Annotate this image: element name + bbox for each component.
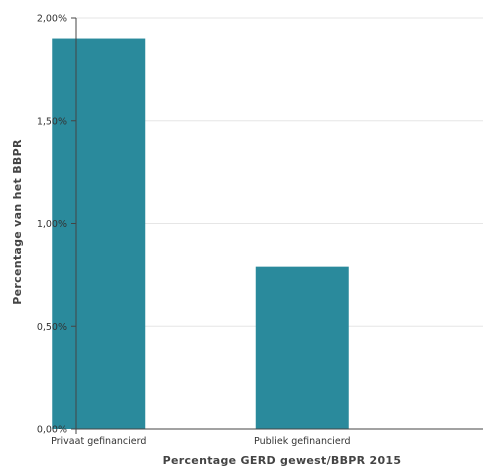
x-tick-label: Publiek gefinancierd: [254, 436, 350, 447]
x-axis-title: Percentage GERD gewest/BBPR 2015: [163, 454, 402, 467]
y-axis-title: Percentage van het BBPR: [11, 139, 24, 305]
y-tick-label: 1,50%: [37, 116, 67, 127]
y-tick-label: 0,50%: [37, 322, 67, 333]
bars: [52, 38, 349, 430]
x-axis-ticks: Privaat gefinancierd Publiek gefinancierd: [51, 436, 350, 447]
x-tick-label: Privaat gefinancierd: [51, 436, 146, 447]
bar: [52, 38, 146, 430]
axes: [75, 18, 483, 434]
y-tick-label: 0,00%: [37, 425, 67, 436]
bar: [255, 266, 349, 429]
y-tick-label: 1,00%: [37, 219, 67, 230]
y-axis-ticks: 0,00% 0,50% 1,00% 1,50% 2,00%: [37, 14, 76, 436]
y-tick-label: 2,00%: [37, 14, 67, 25]
